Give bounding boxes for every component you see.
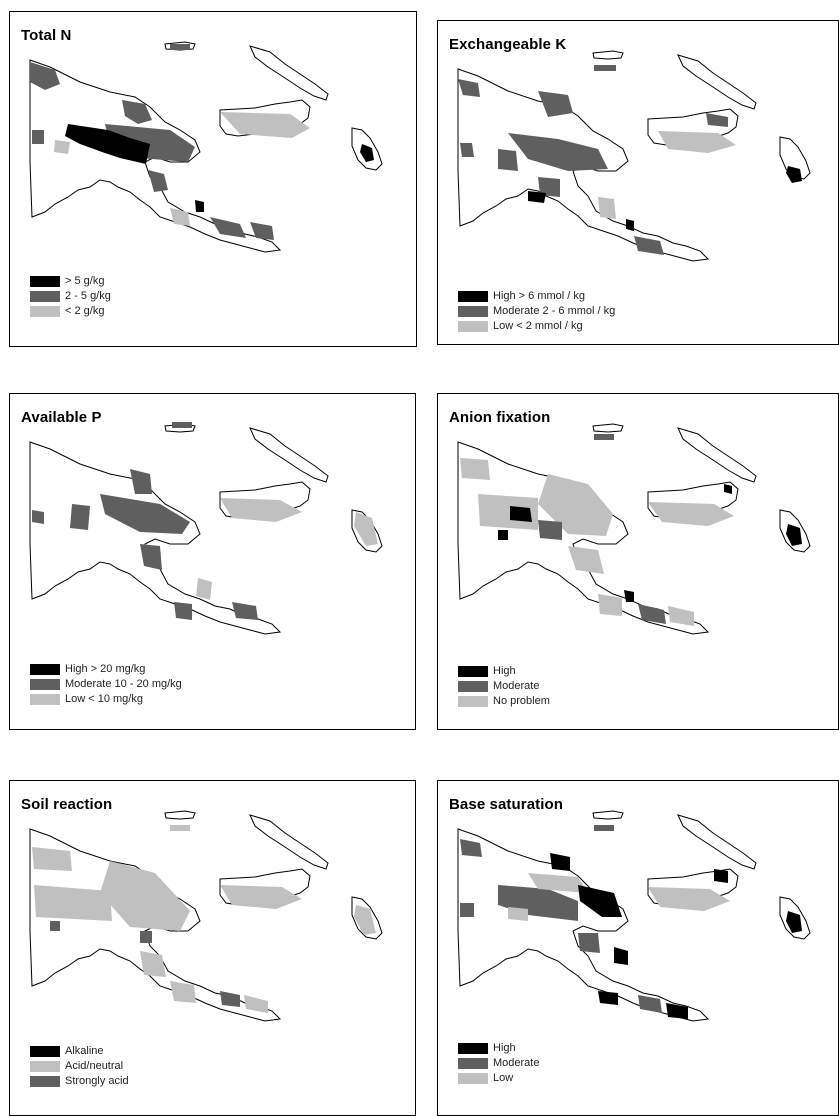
legend-label: Strongly acid: [65, 1075, 129, 1087]
legend: Alkaline Acid/neutral Strongly acid: [30, 1044, 129, 1089]
legend-swatch: [30, 663, 60, 675]
legend-item: > 5 g/kg: [30, 274, 111, 288]
panel-title: Soil reaction: [21, 796, 113, 813]
png-map: [457, 423, 811, 635]
legend-item: 2 - 5 g/kg: [30, 289, 111, 303]
legend-label: Moderate 10 - 20 mg/kg: [65, 678, 182, 690]
panel-title: Total N: [21, 27, 72, 44]
legend-swatch: [30, 693, 60, 705]
legend-item: No problem: [458, 694, 550, 708]
legend-swatch: [30, 1075, 60, 1087]
png-map: [29, 422, 383, 635]
legend-swatch: [30, 1060, 60, 1072]
legend-item: Moderate 2 - 6 mmol / kg: [458, 304, 615, 318]
legend-swatch: [458, 1057, 488, 1069]
legend-swatch: [458, 1042, 488, 1054]
legend-item: Low < 10 mg/kg: [30, 692, 182, 706]
map-panel-base-saturation: Base saturation High Mo: [437, 780, 839, 1116]
legend-swatch: [458, 305, 488, 317]
legend-label: Alkaline: [65, 1045, 104, 1057]
map-panel-exchangeable-k: Exchangeable K High > 6 mmol / kg Mo: [437, 20, 839, 345]
legend-label: Low: [493, 1072, 514, 1084]
legend-label: Moderate: [493, 1057, 540, 1069]
legend-label: High > 20 mg/kg: [65, 663, 146, 675]
legend-label: Moderate 2 - 6 mmol / kg: [493, 305, 616, 317]
legend-item: Moderate 10 - 20 mg/kg: [30, 677, 182, 691]
legend-swatch: [30, 275, 60, 287]
legend-label: Moderate: [493, 680, 540, 692]
map-panel-available-p: Available P High > 20 mg/kg Moderate 10 …: [9, 393, 416, 730]
legend-label: 2 - 5 g/kg: [65, 290, 111, 302]
legend-swatch: [458, 695, 488, 707]
legend: High > 20 mg/kg Moderate 10 - 20 mg/kg L…: [30, 662, 182, 707]
map-panel-total-n: Total N > 5 g/kg 2 - 5 g/kg: [9, 11, 417, 347]
legend-item: Acid/neutral: [30, 1059, 129, 1073]
panel-title: Available P: [21, 409, 102, 426]
legend-item: Strongly acid: [30, 1074, 129, 1088]
panel-title: Exchangeable K: [449, 36, 567, 53]
panel-title: Base saturation: [449, 796, 564, 813]
legend-swatch: [458, 290, 488, 302]
legend-label: < 2 g/kg: [65, 305, 105, 317]
legend-item: Moderate: [458, 679, 550, 693]
legend-item: Moderate: [458, 1056, 539, 1070]
legend-label: Acid/neutral: [65, 1060, 124, 1072]
png-map: [29, 41, 383, 253]
legend-swatch: [30, 1045, 60, 1057]
legend-label: > 5 g/kg: [65, 275, 105, 287]
legend-item: High: [458, 664, 550, 678]
legend: High Moderate No problem: [458, 664, 550, 709]
legend-item: Low: [458, 1071, 539, 1085]
legend-label: Low < 10 mg/kg: [65, 693, 143, 705]
map-panel-soil-reaction: Soil reaction Alkaline Acid/neutral: [9, 780, 416, 1116]
legend-item: < 2 g/kg: [30, 304, 111, 318]
legend-item: High > 6 mmol / kg: [458, 289, 615, 303]
legend-swatch: [30, 678, 60, 690]
legend-swatch: [458, 680, 488, 692]
legend-label: High: [493, 665, 516, 677]
legend-swatch: [458, 1072, 488, 1084]
legend-swatch: [30, 305, 60, 317]
legend-item: High > 20 mg/kg: [30, 662, 182, 676]
legend-swatch: [458, 320, 488, 332]
png-map: [29, 810, 383, 1022]
legend: > 5 g/kg 2 - 5 g/kg < 2 g/kg: [30, 274, 111, 319]
legend: High > 6 mmol / kg Moderate 2 - 6 mmol /…: [458, 289, 615, 334]
legend-item: Alkaline: [30, 1044, 129, 1058]
legend-label: Low < 2 mmol / kg: [493, 320, 583, 332]
legend-swatch: [30, 290, 60, 302]
legend-label: No problem: [493, 695, 550, 707]
legend: High Moderate Low: [458, 1041, 539, 1086]
legend-item: High: [458, 1041, 539, 1055]
legend-swatch: [458, 665, 488, 677]
png-map: [457, 50, 811, 262]
png-map: [457, 810, 811, 1022]
legend-label: High > 6 mmol / kg: [493, 290, 586, 302]
legend-item: Low < 2 mmol / kg: [458, 319, 615, 333]
map-panel-anion-fixation: Anion fixation High Moderate: [437, 393, 839, 730]
panel-title: Anion fixation: [449, 409, 551, 426]
legend-label: High: [493, 1042, 516, 1054]
